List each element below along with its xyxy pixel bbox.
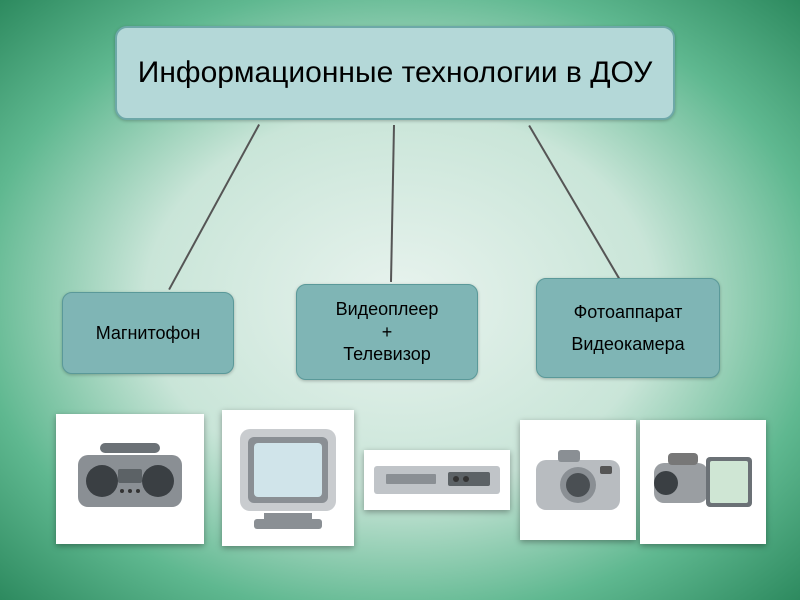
child-label-line2: Видеокамера bbox=[571, 333, 684, 356]
child-node-camera: Фотоаппарат Видеокамера bbox=[536, 278, 720, 378]
child-node-video: Видеоплеер + Телевизор bbox=[296, 284, 478, 380]
edge-root-tape bbox=[169, 124, 260, 290]
root-label: Информационные технологии в ДОУ bbox=[138, 54, 653, 92]
child-label-line1: Видеоплеер bbox=[336, 298, 439, 321]
image-boombox bbox=[56, 414, 204, 544]
tv-icon bbox=[234, 423, 342, 533]
child-label-line3: Телевизор bbox=[343, 343, 431, 366]
dvd-icon bbox=[372, 460, 502, 500]
root-node: Информационные технологии в ДОУ bbox=[115, 26, 675, 120]
camcorder-icon bbox=[648, 439, 758, 525]
child-label: Магнитофон bbox=[96, 322, 201, 345]
image-photo bbox=[520, 420, 636, 540]
edge-root-camera bbox=[529, 125, 620, 279]
camera-icon bbox=[530, 442, 626, 518]
child-label-line2: + bbox=[382, 321, 393, 344]
image-tv bbox=[222, 410, 354, 546]
child-label-line1: Фотоаппарат bbox=[574, 301, 683, 324]
diagram-canvas: Информационные технологии в ДОУ Магнитоф… bbox=[0, 0, 800, 600]
image-dvd bbox=[364, 450, 510, 510]
boombox-icon bbox=[70, 439, 190, 519]
image-camcorder bbox=[640, 420, 766, 544]
edge-root-video bbox=[391, 125, 395, 282]
child-node-tape: Магнитофон bbox=[62, 292, 234, 374]
